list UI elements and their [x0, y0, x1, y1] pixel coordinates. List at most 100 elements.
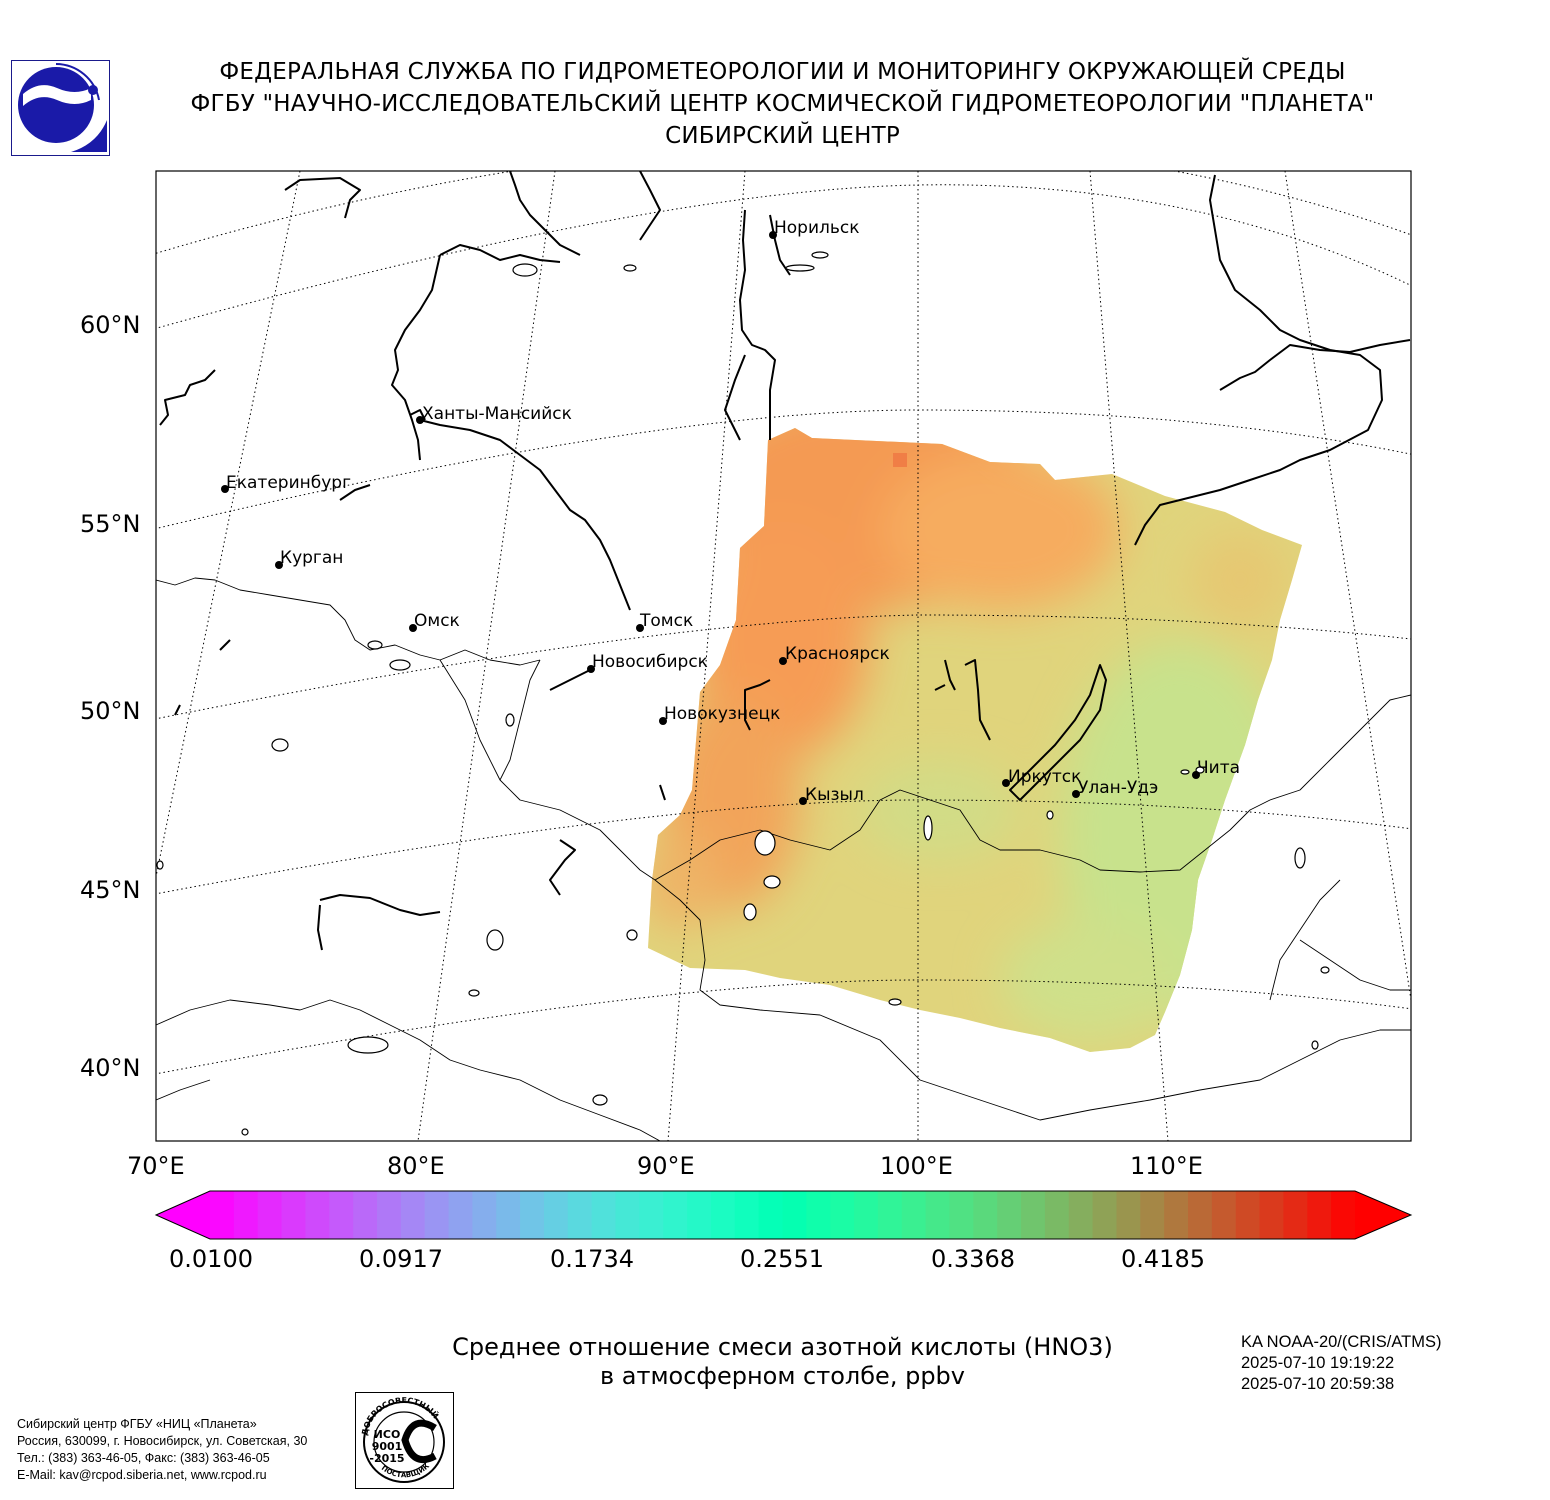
- city-label-norilsk: Норильск: [774, 218, 860, 238]
- city-label-irkutsk: Иркутск: [1008, 767, 1082, 787]
- city-label-ekaterinburg: Екатеринбург: [226, 473, 352, 493]
- lakes: [156, 251, 1330, 1136]
- colorbar-segment-16: [591, 1191, 617, 1239]
- colorbar-extend-low: [156, 1191, 210, 1239]
- city-dot-6: [587, 665, 595, 673]
- satellite-end-time: 2025-07-10 20:59:38: [1241, 1375, 1395, 1393]
- colorbar-segment-6: [353, 1191, 378, 1239]
- city-dot-0: [769, 231, 777, 239]
- product-title-line-2: в атмосферном столбе, ppbv: [599, 1362, 965, 1390]
- footer-org: Сибирский центр ФГБУ «НИЦ «Планета»: [17, 1417, 257, 1431]
- colorbar-segment-0: [210, 1191, 235, 1239]
- colorbar-segment-32: [973, 1191, 998, 1239]
- lat-label-55: 55°N: [80, 510, 141, 538]
- colorbar-tick-4: 0.3368: [931, 1245, 1015, 1273]
- colorbar-segment-10: [448, 1191, 473, 1239]
- colorbar-segment-14: [543, 1191, 569, 1239]
- colorbar-segment-41: [1188, 1191, 1213, 1239]
- city-dot-10: [1002, 779, 1010, 787]
- colorbar-segment-2: [257, 1191, 283, 1239]
- colorbar-segment-29: [901, 1191, 927, 1239]
- colorbar-tick-1: 0.0917: [359, 1245, 443, 1273]
- colorbar-segment-3: [281, 1191, 307, 1239]
- footer-phone: Тел.: (383) 363-46-05, Факс: (383) 363-4…: [17, 1451, 270, 1465]
- city-label-chita: Чита: [1197, 758, 1241, 778]
- city-dot-12: [1192, 771, 1200, 779]
- colorbar-segment-33: [997, 1191, 1022, 1239]
- colorbar-tick-0: 0.0100: [169, 1245, 253, 1273]
- colorbar-segment-38: [1116, 1191, 1141, 1239]
- lon-label-70: 70°E: [127, 1152, 185, 1180]
- iso-9001-stamp: ДОБРОСОВЕСТНЫЙ ПОСТАВЩИК ИСО 9001 -2015: [355, 1392, 454, 1489]
- colorbar-segment-24: [782, 1191, 807, 1239]
- footer-email: E-Mail: kav@rcpod.siberia.net, www.rcpod…: [17, 1468, 267, 1482]
- lon-label-100: 100°E: [880, 1152, 953, 1180]
- graticule-meridians: [156, 171, 1411, 1141]
- lat-label-40: 40°N: [80, 1054, 141, 1082]
- city-dot-2: [221, 485, 229, 493]
- header-line-3: СИБИРСКИЙ ЦЕНТР: [665, 123, 900, 149]
- colorbar-segment-9: [424, 1191, 450, 1239]
- colorbar-segment-36: [1068, 1191, 1094, 1239]
- colorbar-segment-47: [1331, 1191, 1356, 1239]
- colorbar-segment-44: [1259, 1191, 1285, 1239]
- footer-address: Россия, 630099, г. Новосибирск, ул. Сове…: [17, 1434, 308, 1448]
- colorbar-segment-28: [877, 1191, 903, 1239]
- colorbar-segment-17: [615, 1191, 640, 1239]
- borders: [156, 577, 1411, 1141]
- svg-text:-2015: -2015: [369, 1452, 404, 1465]
- city-dot-7: [779, 657, 787, 665]
- colorbar-tick-3: 0.2551: [740, 1245, 824, 1273]
- coastline-rivers: [159, 171, 1411, 951]
- city-label-khanty-mansiysk: Ханты-Мансийск: [422, 404, 572, 424]
- colorbar-segment-13: [520, 1191, 545, 1239]
- satellite-start-time: 2025-07-10 19:19:22: [1241, 1354, 1395, 1372]
- colorbar-segment-5: [329, 1191, 354, 1239]
- colorbar-segment-31: [949, 1191, 974, 1239]
- colorbar-segment-1: [233, 1191, 259, 1239]
- colorbar-extend-high: [1355, 1191, 1411, 1239]
- colorbar-segment-15: [567, 1191, 593, 1239]
- city-markers: [221, 231, 1200, 805]
- city-label-tomsk: Томск: [640, 611, 694, 631]
- graticule-parallels: [156, 171, 1411, 1075]
- colorbar-segment-22: [734, 1191, 760, 1239]
- city-dot-11: [1072, 790, 1080, 798]
- city-dot-5: [636, 624, 644, 632]
- lat-label-60: 60°N: [80, 311, 141, 339]
- colorbar-tick-2: 0.1734: [550, 1245, 634, 1273]
- city-dot-9: [799, 797, 807, 805]
- lon-label-80: 80°E: [387, 1152, 445, 1180]
- city-dot-3: [275, 561, 283, 569]
- product-title-line-1: Среднее отношение смеси азотной кислоты …: [452, 1333, 1113, 1361]
- city-label-kurgan: Курган: [280, 548, 344, 568]
- colorbar-segment-27: [854, 1191, 879, 1239]
- city-dot-8: [659, 717, 667, 725]
- colorbar-segment-12: [496, 1191, 521, 1239]
- lon-label-110: 110°E: [1130, 1152, 1203, 1180]
- colorbar-segment-43: [1235, 1191, 1261, 1239]
- colorbar: [154, 1190, 1413, 1240]
- city-label-krasnoyarsk: Красноярск: [785, 644, 890, 664]
- colorbar-segment-11: [472, 1191, 497, 1239]
- colorbar-segment-45: [1283, 1191, 1308, 1239]
- colorbar-segment-35: [1044, 1191, 1070, 1239]
- colorbar-segment-18: [639, 1191, 664, 1239]
- hno3-data-swath: [648, 428, 1302, 1052]
- svg-text:ИСО: ИСО: [374, 1428, 401, 1441]
- satellite-name: KA NOAA-20/(CRIS/ATMS): [1241, 1333, 1442, 1351]
- colorbar-segment-46: [1307, 1191, 1332, 1239]
- city-dot-1: [416, 416, 424, 424]
- colorbar-segment-20: [687, 1191, 712, 1239]
- svg-text:9001: 9001: [372, 1440, 403, 1453]
- lon-label-90: 90°E: [637, 1152, 695, 1180]
- colorbar-segment-40: [1164, 1191, 1189, 1239]
- colorbar-segment-4: [305, 1191, 330, 1239]
- colorbar-segment-7: [376, 1191, 402, 1239]
- lat-label-50: 50°N: [80, 697, 141, 725]
- colorbar-segment-23: [758, 1191, 784, 1239]
- city-dot-4: [409, 624, 417, 632]
- colorbar-segment-39: [1140, 1191, 1165, 1239]
- colorbar-outline: [154, 1190, 1413, 1240]
